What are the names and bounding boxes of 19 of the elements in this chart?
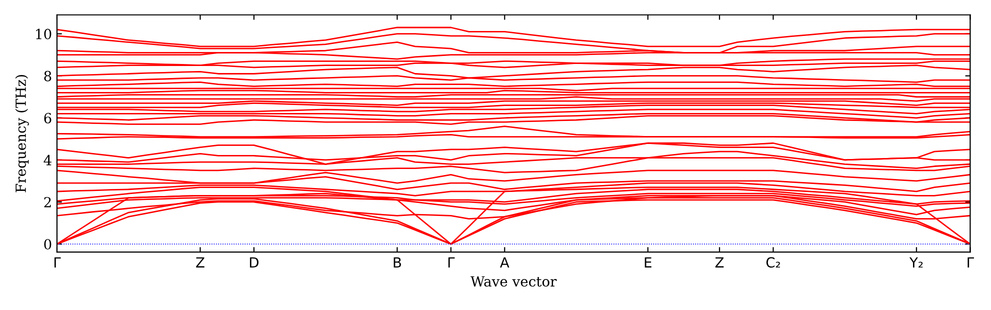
y-tick-label: 10 [36,28,52,40]
x-tick-label: Y₂ [909,257,923,268]
y-tick-label: 8 [44,70,52,82]
x-tick-label: Γ [968,257,974,268]
x-tick-label: D [250,257,258,268]
x-tick-label: Γ [448,257,455,268]
x-tick-label: Z [715,257,724,268]
y-axis-title: Frequency (THz) [15,75,29,192]
x-tick-label: Γ [54,257,61,268]
x-tick-label: C₂ [766,257,780,268]
y-tick-label: 6 [44,112,52,124]
x-tick-label: B [394,257,401,268]
x-axis-title: Wave vector [470,276,557,287]
x-tick-label: E [644,257,652,268]
x-tick-label: Z [196,257,204,268]
y-tick-label: 0 [44,239,52,250]
y-tick-label: 2 [44,196,51,208]
y-tick-label: 4 [44,154,52,166]
x-tick-label: A [500,257,510,268]
